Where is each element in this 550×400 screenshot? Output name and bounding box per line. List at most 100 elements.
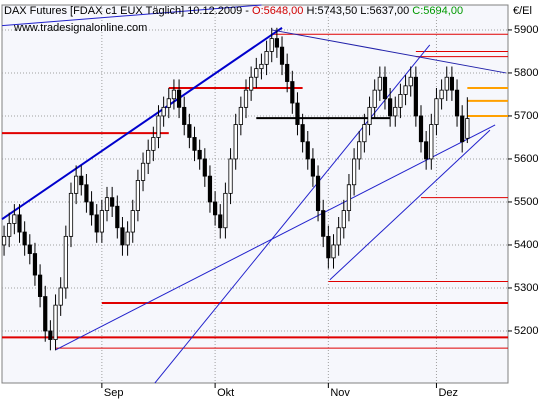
candle-body [120, 227, 125, 246]
candle-body [156, 115, 161, 138]
candle-body [269, 38, 274, 52]
candle-body [243, 89, 249, 108]
candle-body [182, 106, 187, 125]
candle-body [161, 106, 166, 117]
candle-body [146, 149, 151, 164]
candle-body [259, 63, 264, 70]
plot-area [1, 4, 509, 384]
candle-body [346, 184, 352, 211]
y-tick-label: 5900 [514, 24, 538, 36]
candle-body [377, 76, 382, 91]
header-low: L:5637,00 [360, 5, 409, 17]
candle-body [336, 227, 341, 246]
candle-body [295, 102, 300, 125]
candle-body [228, 158, 233, 194]
candle-body [223, 192, 228, 229]
candle-body [89, 201, 94, 216]
candle-body [367, 106, 372, 125]
candle-body [321, 210, 326, 237]
candle-body [465, 118, 470, 139]
x-tick-label: Okt [217, 387, 234, 399]
candle-body [94, 214, 99, 233]
trend-line [1, 4, 262, 27]
candle-body [125, 231, 130, 246]
candle-body [176, 89, 182, 108]
candle-body [27, 244, 32, 254]
candle-body [48, 330, 53, 340]
header-close: C:5694,00 [412, 5, 463, 17]
candle-body [7, 223, 12, 237]
y-tick-label: 5800 [514, 67, 538, 79]
y-tick-label: 5700 [514, 110, 538, 122]
candle-body [68, 192, 74, 237]
candle-body [213, 201, 218, 216]
candle-body [17, 214, 22, 233]
candle-body [99, 210, 104, 233]
candle-body [413, 76, 418, 117]
x-tick-label: Sep [104, 387, 124, 399]
trend-line [271, 29, 507, 74]
x-tick-label: Nov [330, 387, 350, 399]
candle-body [104, 197, 110, 211]
candle-body [315, 175, 321, 211]
candle-body [444, 76, 449, 91]
candle-body [197, 149, 202, 160]
candle-body [305, 141, 310, 160]
candle-body [151, 137, 156, 151]
candle-body [238, 106, 243, 125]
candle-body [171, 89, 177, 100]
trend-line [55, 124, 496, 351]
candle-body [290, 81, 295, 104]
candle-body [439, 89, 444, 100]
x-tick-label: Dez [438, 387, 458, 399]
trend-line [154, 44, 431, 384]
plot-layer [1, 4, 508, 384]
candle-body [115, 205, 120, 229]
y-tick-label: 5300 [514, 282, 538, 294]
candle-body [79, 175, 84, 186]
header-high: H:5743,50 [306, 5, 357, 17]
candle-body [22, 231, 27, 246]
y-axis-label: €/El [513, 5, 532, 17]
header: DAX Futures [FDAX c1 EUX Täglich] 10.12.… [4, 5, 463, 17]
candle-body [187, 124, 192, 138]
candle-body [408, 76, 413, 87]
candle-body [393, 106, 398, 117]
candle-body [264, 51, 269, 65]
candle-body [310, 158, 316, 177]
candle-body [202, 158, 207, 177]
candle-body [326, 235, 331, 259]
candle-body [351, 158, 357, 186]
candle-body [58, 287, 63, 306]
candle-body [249, 76, 254, 91]
candle-body [279, 46, 285, 65]
watermark: www.tradesignalonline.com [13, 22, 147, 34]
candle-body [403, 85, 408, 95]
candle-body [372, 89, 377, 108]
trend-line [1, 26, 283, 220]
candle-body [207, 175, 213, 203]
candle-body [424, 141, 429, 160]
candle-body [74, 175, 79, 194]
candle-body [110, 197, 115, 207]
candle-body [1, 235, 7, 246]
candle-body [418, 115, 424, 143]
candle-body [84, 184, 89, 203]
y-tick-label: 5400 [514, 239, 538, 251]
y-tick-label: 5200 [514, 325, 538, 337]
candle-body [382, 76, 388, 100]
candle-body [434, 98, 439, 125]
candle-body [218, 214, 223, 229]
candle-body [32, 253, 38, 276]
y-tick-label: 5500 [514, 196, 538, 208]
candle-body [429, 124, 434, 160]
header-title: DAX Futures [FDAX c1 EUX Täglich] 10.12.… [4, 5, 249, 17]
candle-body [130, 210, 135, 233]
candle-body [274, 38, 279, 48]
header-open: O:5648,00 [252, 5, 303, 17]
candle-body [254, 68, 259, 78]
candle-body [454, 89, 460, 117]
candle-body [12, 214, 17, 224]
candle-body [398, 94, 403, 108]
